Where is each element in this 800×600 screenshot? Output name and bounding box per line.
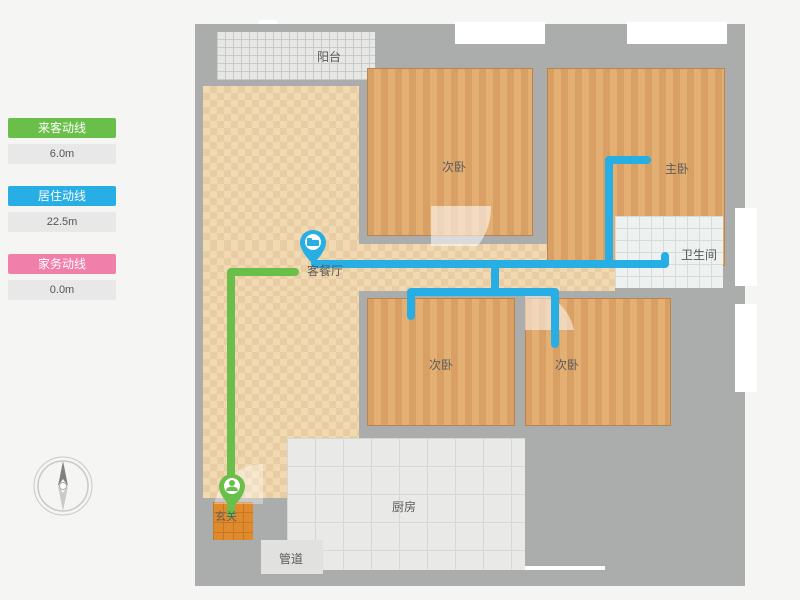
- label-duct: 管道: [279, 550, 303, 567]
- room-living-vert: [203, 86, 359, 498]
- pin-living: [300, 230, 326, 264]
- window-right-bed: [735, 304, 757, 392]
- window-top-right: [627, 22, 727, 44]
- legend-guest-distance: 6.0m: [8, 144, 116, 164]
- door-arc-bed-ul: [431, 206, 491, 246]
- label-bed-lower-right: 次卧: [555, 356, 579, 373]
- label-bed-lower-left: 次卧: [429, 356, 453, 373]
- room-duct: 管道: [261, 540, 323, 574]
- window-balcony: [259, 20, 277, 24]
- legend: 来客动线 6.0m 居住动线 22.5m 家务动线 0.0m: [8, 118, 120, 322]
- pin-guest: 玄关: [219, 474, 245, 508]
- label-balcony: 阳台: [317, 48, 341, 65]
- legend-item-guest: 来客动线 6.0m: [8, 118, 120, 164]
- legend-living-distance: 22.5m: [8, 212, 116, 232]
- window-top-mid: [455, 22, 545, 44]
- label-living: 客餐厅: [307, 262, 343, 279]
- legend-guest-swatch: 来客动线: [8, 118, 116, 138]
- legend-living-swatch: 居住动线: [8, 186, 116, 206]
- label-master: 主卧: [665, 160, 689, 177]
- stage: 来客动线 6.0m 居住动线 22.5m 家务动线 0.0m: [0, 0, 800, 600]
- label-bed-upper-left: 次卧: [442, 158, 466, 175]
- legend-item-living: 居住动线 22.5m: [8, 186, 120, 232]
- label-entry: 玄关: [215, 508, 237, 524]
- legend-item-chore: 家务动线 0.0m: [8, 254, 120, 300]
- legend-chore-swatch: 家务动线: [8, 254, 116, 274]
- door-arc-bed-lr: [525, 290, 575, 330]
- room-bath: 卫生间: [615, 216, 723, 288]
- label-bath: 卫生间: [681, 246, 717, 263]
- room-balcony: 阳台: [217, 32, 375, 80]
- room-bed-lower-left: 次卧: [367, 298, 515, 426]
- label-kitchen: 厨房: [392, 498, 416, 515]
- window-right-bath: [735, 208, 757, 286]
- compass-icon: [32, 455, 94, 517]
- floor-plan: 阳台 客餐厅 次卧 主卧 卫生间 次卧 次卧 厨房 管道: [195, 24, 745, 586]
- legend-chore-distance: 0.0m: [8, 280, 116, 300]
